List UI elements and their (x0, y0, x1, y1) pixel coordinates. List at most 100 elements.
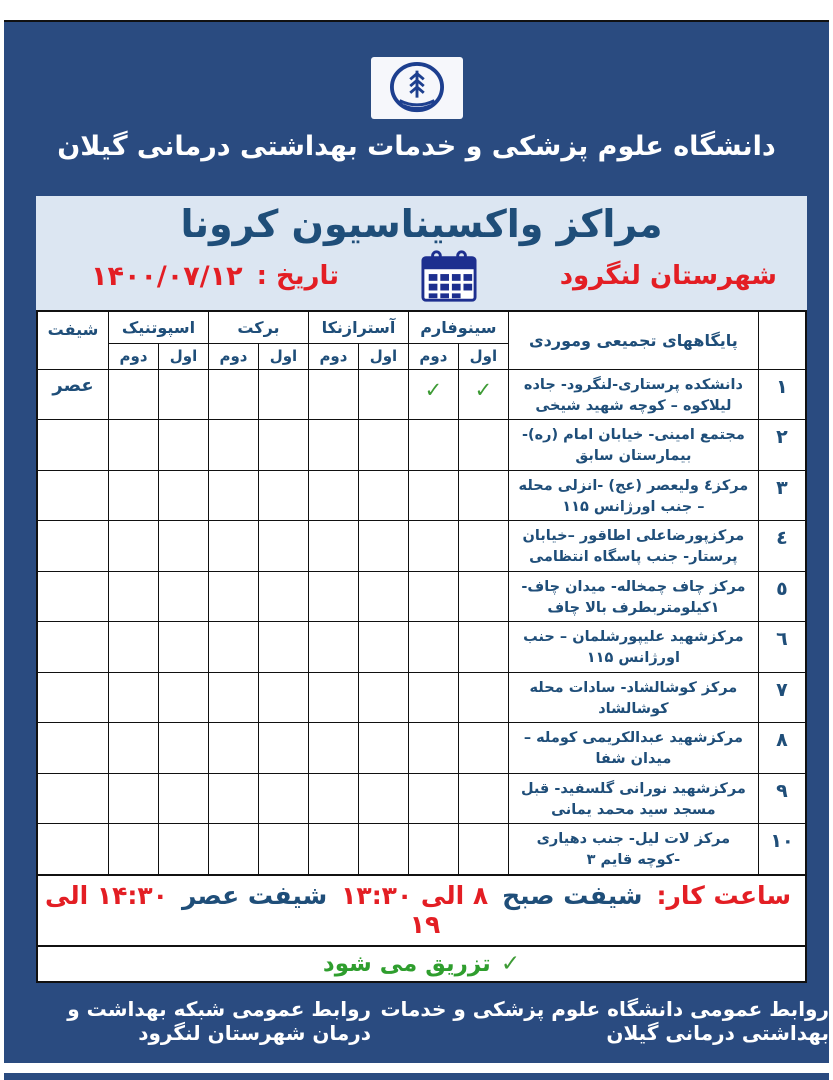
dose-cell (108, 570, 159, 623)
vaccine-header-sinopharm: سینوفارم (407, 310, 509, 344)
table-row: ۳ مرکز٤ ولیعصر (عج) -انزلی محله – جنب او… (36, 469, 807, 522)
date-group: تاریخ : ۱۴۰۰/۰۷/۱۲ (91, 261, 339, 292)
footer-banner: روابط عمومی دانشگاه علوم پزشکی و خدمات ب… (4, 983, 829, 1063)
dose-cell (257, 772, 309, 825)
table-row: ۱ دانشکده پرستاری-لنگرود- جاده لیلاکوه –… (36, 368, 807, 421)
dose-cell (307, 570, 359, 623)
check-icon: ✓ (500, 951, 521, 977)
dose-cell (307, 419, 359, 471)
site-name: مرکز لات لیل- جنب دهیاری -کوچه قایم ۳ (507, 823, 759, 876)
dose-cell (257, 520, 309, 572)
sites-column-header: پایگاههای تجمیعی وموردی (507, 310, 759, 370)
calendar-icon (421, 250, 477, 302)
dose-cell (307, 772, 359, 825)
dose-cell (257, 621, 309, 673)
shift-cell (36, 823, 110, 876)
dose-cell (307, 469, 359, 522)
dose-header-second: دوم (407, 342, 459, 370)
dose-cell (158, 419, 209, 471)
date-row: شهرستان لنگرود تاریخ : (36, 246, 807, 306)
dose-cell (158, 520, 209, 572)
dose-cell (158, 671, 209, 724)
footer-network-pr: روابط عمومی شبکه بهداشت و درمان شهرستان … (67, 997, 372, 1045)
dose-cell (307, 520, 359, 572)
dose-cell (457, 722, 509, 774)
dose-cell (357, 570, 409, 623)
site-name: مرکز چاف چمخاله- میدان چاف- ۱کیلومتربطرف… (507, 570, 759, 623)
site-name: مرکزشهید عبدالکریمی کومله – میدان شفا (507, 722, 759, 774)
dose-cell (108, 772, 159, 825)
dose-cell (108, 671, 159, 724)
dose-cell (108, 368, 159, 421)
shift-column-header: شیفت (36, 310, 110, 370)
dose-cell (407, 671, 459, 724)
table-row: ۹ مرکزشهید نورانی گلسفید- قبل مسجد سید م… (36, 772, 807, 825)
legend-row: ✓ تزریق می شود (36, 947, 807, 983)
dose-cell (207, 419, 259, 471)
shift-cell (36, 520, 110, 572)
site-name: مرکز٤ ولیعصر (عج) -انزلی محله – جنب اورژ… (507, 469, 759, 522)
dose-cell (257, 419, 309, 471)
dose-cell (207, 570, 259, 623)
dose-cell (207, 722, 259, 774)
dose-cell (307, 368, 359, 421)
dose-header-second: دوم (207, 342, 259, 370)
dose-cell (158, 469, 209, 522)
dose-cell (407, 570, 459, 623)
dose-cell (207, 823, 259, 876)
dose-cell (457, 520, 509, 572)
table-row: ٥ مرکز چاف چمخاله- میدان چاف- ۱کیلومتربط… (36, 570, 807, 623)
dose-header-second: دوم (108, 342, 159, 370)
dose-cell (407, 772, 459, 825)
dose-cell (357, 368, 409, 421)
dose-cell (108, 469, 159, 522)
dose-header-first: اول (357, 342, 409, 370)
dose-cell (207, 520, 259, 572)
dose-cell (357, 823, 409, 876)
table-row: ۲ مجتمع امینی- خیابان امام (ره)- بیمارست… (36, 419, 807, 471)
dose-cell (158, 621, 209, 673)
row-number-header (757, 310, 807, 370)
row-number: ٦ (757, 621, 807, 673)
dose-cell (207, 469, 259, 522)
row-number: ۷ (757, 671, 807, 724)
frame-row: مراکز واکسیناسیون کرونا شهرستان لنگرود (4, 196, 829, 983)
evening-shift-label: شیفت عصر (181, 881, 328, 910)
date-label: تاریخ : (256, 261, 340, 291)
dose-cell (108, 823, 159, 876)
table-row: ٤ مرکزپورضاعلی اطاقور –خیابان پرستار- جن… (36, 520, 807, 572)
dose-cell (257, 671, 309, 724)
dose-cell (357, 722, 409, 774)
dose-cell (257, 469, 309, 522)
site-name: مجتمع امینی- خیابان امام (ره)- بیمارستان… (507, 419, 759, 471)
dose-header-first: اول (257, 342, 309, 370)
dose-header-first: اول (158, 342, 209, 370)
frame-band-left (4, 196, 36, 983)
dose-cell (108, 520, 159, 572)
dose-cell (407, 722, 459, 774)
row-number: ۸ (757, 722, 807, 774)
page-title: مراکز واکسیناسیون کرونا (180, 202, 663, 246)
dose-cell (457, 671, 509, 724)
table-row: ۷ مرکز کوشالشاد- سادات محله کوشالشاد (36, 671, 807, 724)
shift-cell (36, 621, 110, 673)
dose-cell (307, 823, 359, 876)
site-name: مرکزپورضاعلی اطاقور –خیابان پرستار- جنب … (507, 520, 759, 572)
dose-cell (207, 621, 259, 673)
vaccine-header-barekat: برکت (207, 310, 309, 344)
dose-cell (158, 368, 209, 421)
row-number: ٤ (757, 520, 807, 572)
shift-cell (36, 722, 110, 774)
frame-band-right (807, 196, 829, 983)
row-number: ۳ (757, 469, 807, 522)
table-row: ۸ مرکزشهید عبدالکریمی کومله – میدان شفا (36, 722, 807, 774)
shift-cell (36, 772, 110, 825)
dose-cell (407, 520, 459, 572)
shift-cell (36, 469, 110, 522)
vaccine-header-astrazeneca: آسترازنکا (307, 310, 409, 344)
row-number: ٥ (757, 570, 807, 623)
dose-cell (257, 722, 309, 774)
dose-cell (357, 621, 409, 673)
dose-cell (357, 520, 409, 572)
row-number: ۹ (757, 772, 807, 825)
